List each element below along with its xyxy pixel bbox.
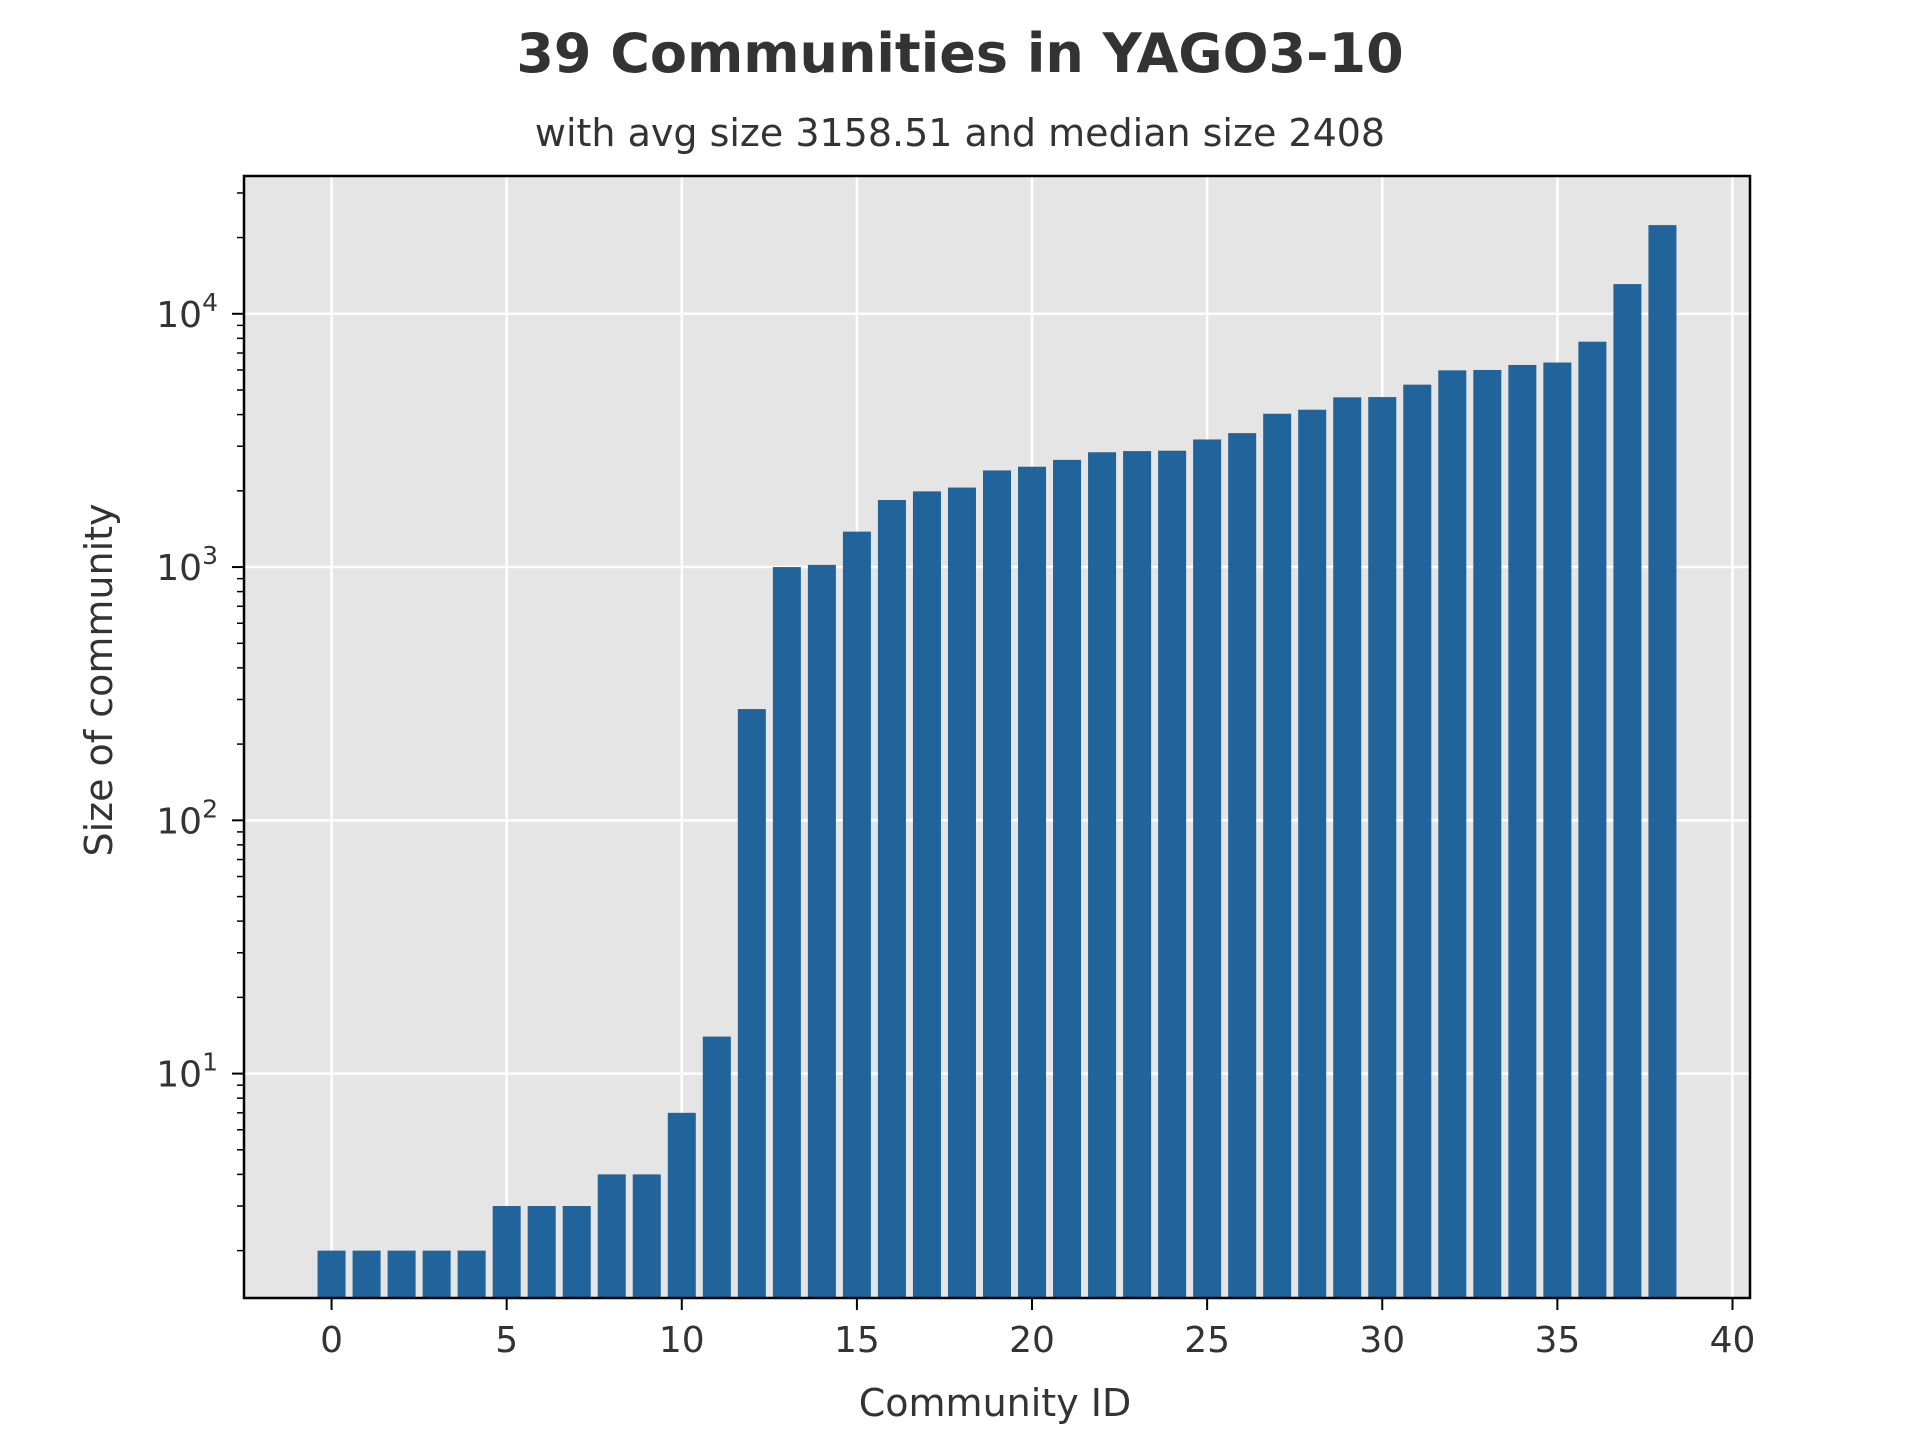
bar-community-14 — [807, 564, 836, 1298]
bar-community-5 — [492, 1206, 521, 1298]
x-tick-label: 40 — [1710, 1320, 1756, 1361]
x-tick-label: 20 — [1009, 1320, 1055, 1361]
bar-community-7 — [562, 1206, 591, 1298]
bar-community-4 — [457, 1250, 486, 1298]
x-tick-label: 15 — [834, 1320, 880, 1361]
bar-community-35 — [1543, 362, 1572, 1298]
bar-community-30 — [1368, 397, 1397, 1298]
bar-community-26 — [1228, 433, 1257, 1298]
x-tick-label: 5 — [495, 1320, 518, 1361]
bar-community-25 — [1193, 439, 1222, 1298]
bar-community-37 — [1613, 284, 1642, 1298]
y-tick-label: 101 — [156, 1048, 218, 1096]
x-tick-label: 10 — [659, 1320, 705, 1361]
x-tick-label: 35 — [1534, 1320, 1580, 1361]
bar-community-9 — [632, 1174, 661, 1298]
bar-community-21 — [1053, 459, 1082, 1298]
bar-community-34 — [1508, 364, 1537, 1299]
chart-title: 39 Communities in YAGO3-10 — [516, 22, 1403, 85]
y-axis-label: Size of community — [77, 503, 121, 856]
bar-community-23 — [1123, 451, 1152, 1299]
bar-community-16 — [877, 499, 906, 1298]
bar-community-22 — [1088, 452, 1117, 1298]
bar-community-15 — [842, 531, 871, 1298]
bar-community-11 — [702, 1036, 731, 1298]
bar-community-31 — [1403, 384, 1432, 1298]
bar-community-2 — [387, 1250, 416, 1298]
bar-community-13 — [772, 567, 801, 1298]
bars — [317, 225, 1677, 1299]
y-tick-label: 103 — [156, 541, 218, 589]
bar-community-27 — [1263, 413, 1292, 1299]
plot-frame — [242, 174, 1752, 1300]
ticks: 0 5 10 15 20 25 30 35 40 101 102 103 104 — [156, 192, 1756, 1361]
bar-community-29 — [1333, 397, 1362, 1298]
bar-community-19 — [982, 470, 1012, 1299]
bar-community-8 — [597, 1174, 626, 1298]
bar-community-18 — [947, 487, 976, 1298]
y-tick-label: 104 — [156, 288, 218, 336]
bar-community-33 — [1473, 369, 1502, 1298]
bar-community-24 — [1158, 450, 1187, 1299]
x-tick-label: 25 — [1184, 1320, 1230, 1361]
x-tick-label: 0 — [320, 1320, 343, 1361]
x-tick-label: 30 — [1359, 1320, 1405, 1361]
bar-community-12 — [737, 709, 766, 1298]
bar-community-20 — [1018, 466, 1047, 1298]
bar-community-17 — [912, 491, 941, 1299]
bar-community-0 — [317, 1250, 346, 1298]
bar-community-38 — [1648, 225, 1677, 1299]
chart-subtitle: with avg size 3158.51 and median size 24… — [535, 111, 1385, 155]
bar-community-28 — [1298, 409, 1327, 1298]
bar-community-32 — [1438, 370, 1467, 1299]
bar-community-1 — [352, 1250, 381, 1298]
bar-community-3 — [422, 1250, 451, 1298]
x-axis-label: Community ID — [859, 1381, 1131, 1425]
bar-community-36 — [1578, 341, 1607, 1298]
y-tick-label: 102 — [156, 794, 218, 842]
bar-community-10 — [667, 1112, 696, 1298]
bar-community-6 — [527, 1206, 556, 1298]
